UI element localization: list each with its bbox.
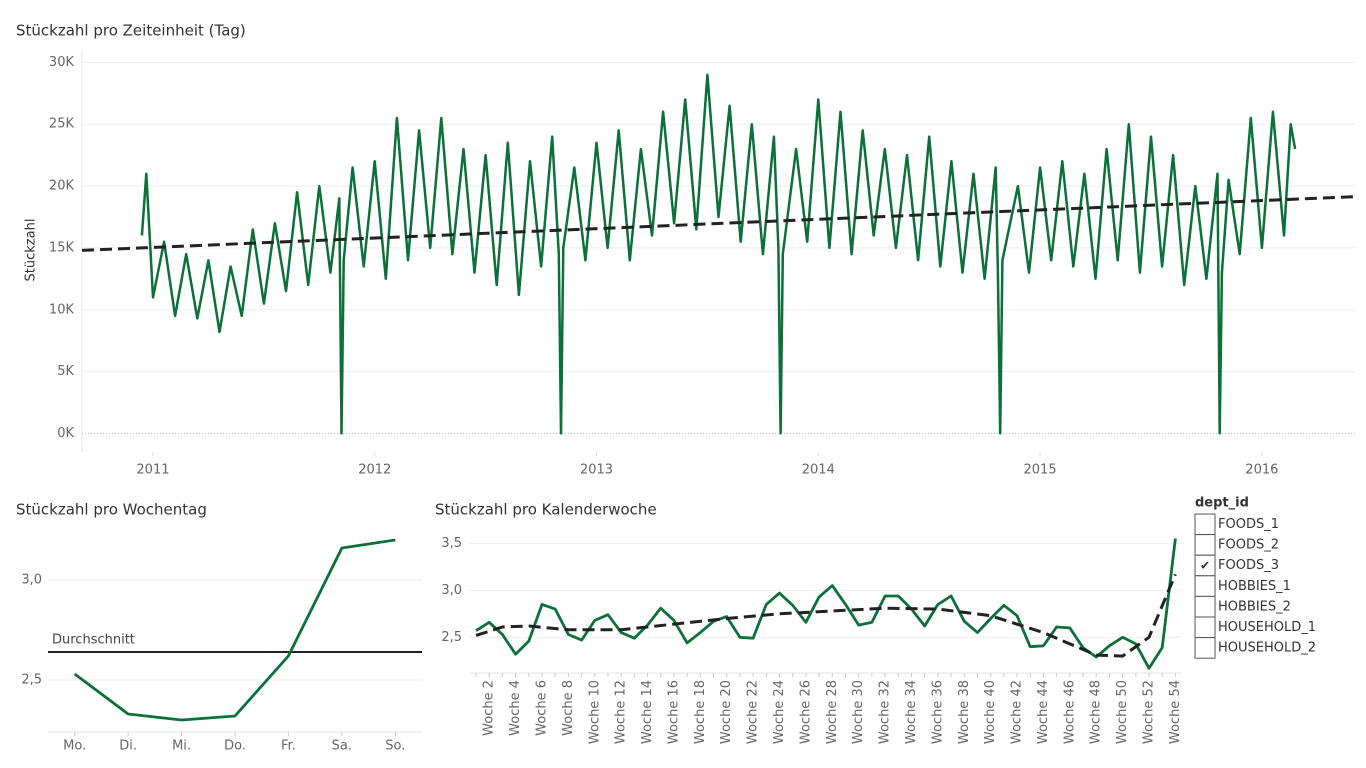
y-tick-label: 20K [49,179,75,194]
x-tick-label: Woche 20 [719,680,734,744]
x-tick-label: Woche 46 [1062,680,1077,744]
checkbox[interactable] [1194,637,1216,659]
checkbox[interactable] [1194,575,1216,597]
x-tick-label: Woche 52 [1142,680,1157,744]
x-tick-label: Woche 26 [798,680,813,744]
chart-title: Stückzahl pro Kalenderwoche [435,501,657,519]
checkbox[interactable] [1194,595,1216,618]
x-tick-label: 2013 [580,463,613,478]
filter-option[interactable]: FOODS_3 [1218,558,1279,573]
x-tick-label: Woche 2 [482,680,497,736]
x-tick-label: Woche 34 [904,680,919,744]
x-tick-label: Woche 44 [1036,680,1051,744]
data-line [73,538,396,722]
x-tick-label: Mo. [63,739,86,754]
y-tick-label: 2,5 [21,673,42,688]
y-tick-label: 2,5 [441,630,462,645]
y-tick-label: 3,0 [441,583,462,598]
filter-option[interactable]: FOODS_2 [1218,538,1279,553]
x-tick-label: Woche 42 [1010,680,1025,744]
reference-label: Durchschnitt [52,633,135,648]
y-tick-label: 15K [49,240,75,255]
x-tick-label: Woche 14 [640,680,655,744]
x-tick-label: Woche 24 [772,680,787,744]
y-axis-label: Stückzahl [24,219,39,282]
x-tick-label: 2012 [358,463,391,478]
filter-option[interactable]: HOBBIES_2 [1218,599,1291,614]
x-tick-label: Woche 10 [587,680,602,744]
trend-line [475,573,1177,658]
x-tick-label: Woche 54 [1168,680,1183,744]
x-tick-label: Woche 18 [693,680,708,744]
checkmark: ✔ [1200,559,1210,573]
y-tick-label: 3,0 [21,573,42,588]
x-tick-label: Woche 48 [1089,680,1104,744]
y-tick-label: 30K [49,55,75,70]
x-tick-label: Woche 32 [878,680,893,744]
x-tick-label: Woche 12 [614,680,629,744]
checkbox[interactable] [1194,616,1216,639]
x-tick-label: Sa. [332,739,352,754]
x-tick-label: Mi. [172,739,191,754]
y-tick-label: 10K [49,302,75,317]
x-tick-label: Woche 22 [746,680,761,744]
x-tick-label: Woche 38 [957,680,972,744]
chart-title: Stückzahl pro Zeiteinheit (Tag) [16,22,246,40]
y-tick-label: 0K [57,426,74,441]
x-tick-label: Di. [119,739,137,754]
filter-option[interactable]: HOUSEHOLD_1 [1218,620,1316,635]
x-tick-label: Woche 28 [825,680,840,744]
x-tick-label: So. [385,739,405,754]
x-tick-label: Woche 8 [561,680,576,736]
y-tick-label: 25K [49,117,75,132]
x-tick-label: Fr. [281,739,296,754]
filter-option[interactable]: HOUSEHOLD_2 [1218,641,1316,656]
checkbox[interactable] [1194,513,1216,536]
x-tick-label: Woche 16 [666,680,681,744]
checkbox[interactable] [1194,534,1216,556]
x-tick-label: Woche 6 [534,680,549,736]
y-tick-label: 5K [57,364,74,379]
x-tick-label: Woche 40 [983,680,998,744]
x-tick-label: 2015 [1024,463,1057,478]
x-tick-label: Woche 30 [851,680,866,744]
x-tick-label: 2016 [1245,463,1278,478]
chart-title: Stückzahl pro Wochentag [16,501,207,519]
x-tick-label: 2011 [136,463,169,478]
y-tick-label: 3,5 [441,536,462,551]
x-tick-label: Woche 4 [508,680,523,736]
x-tick-label: Woche 36 [930,680,945,744]
filter-title: dept_id [1195,496,1249,511]
trend-line [81,195,1356,252]
data-line [140,73,1297,435]
x-tick-label: Do. [224,739,246,754]
x-tick-label: Woche 50 [1115,680,1130,744]
data-line [475,538,1177,670]
filter-option[interactable]: HOBBIES_1 [1218,579,1291,594]
filter-option[interactable]: FOODS_1 [1218,517,1279,532]
x-tick-label: 2014 [802,463,835,478]
